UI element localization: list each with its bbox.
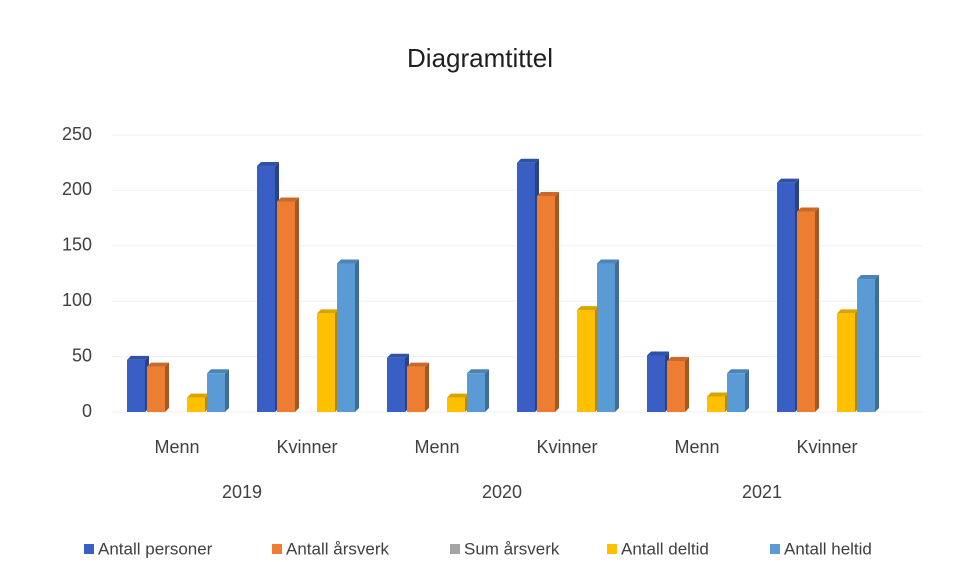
- bar-top: [517, 158, 539, 163]
- bar: [857, 279, 875, 412]
- bar-side: [355, 259, 359, 412]
- y-tick-label: 100: [62, 290, 92, 310]
- x-tick-label: Kvinner: [536, 437, 597, 457]
- bar: [727, 373, 745, 412]
- bar-top: [277, 197, 299, 202]
- legend-label: Antall heltid: [784, 539, 872, 558]
- bar-top: [727, 369, 749, 374]
- bar-top: [207, 369, 229, 374]
- y-tick-label: 150: [62, 235, 92, 255]
- x-tick-label: Menn: [154, 437, 199, 457]
- y-tick-label: 200: [62, 179, 92, 199]
- x-tick-label: Menn: [414, 437, 459, 457]
- bar: [147, 366, 165, 412]
- bar-top: [647, 351, 669, 356]
- bar: [837, 313, 855, 412]
- x-tick-label: Kvinner: [276, 437, 337, 457]
- bar-top: [147, 362, 169, 367]
- x-tick-label: Kvinner: [796, 437, 857, 457]
- bar-side: [615, 259, 619, 412]
- bar: [127, 359, 145, 412]
- bar-top: [127, 355, 149, 360]
- legend-swatch: [770, 544, 780, 554]
- bar: [797, 211, 815, 412]
- bar-top: [187, 393, 209, 398]
- legend-label: Antall personer: [98, 539, 213, 558]
- bar-top: [797, 207, 819, 212]
- bar-side: [425, 362, 429, 412]
- bar: [187, 397, 205, 412]
- bar: [707, 396, 725, 412]
- bar-top: [857, 275, 879, 280]
- bar-top: [577, 306, 599, 311]
- bar: [517, 162, 535, 412]
- legend-swatch: [272, 544, 282, 554]
- bar-top: [387, 353, 409, 358]
- legend-label: Antall årsverk: [286, 539, 389, 558]
- bar: [577, 310, 595, 412]
- bar-side: [815, 207, 819, 412]
- bar: [207, 373, 225, 412]
- bar-top: [597, 259, 619, 264]
- bar-top: [537, 191, 559, 196]
- bar: [597, 263, 615, 412]
- y-tick-label: 50: [72, 345, 92, 365]
- bar: [647, 355, 665, 412]
- bar-side: [485, 369, 489, 412]
- bar: [447, 397, 465, 412]
- bar-top: [257, 162, 279, 167]
- bar-side: [295, 197, 299, 412]
- bar-top: [707, 392, 729, 397]
- bar: [387, 357, 405, 412]
- bar: [467, 373, 485, 412]
- group-label: 2021: [742, 482, 782, 502]
- bar: [277, 201, 295, 412]
- bar-top: [837, 309, 859, 314]
- bar-top: [667, 357, 689, 362]
- bar-side: [165, 362, 169, 412]
- bar-top: [337, 259, 359, 264]
- legend-swatch: [450, 544, 460, 554]
- y-tick-label: 0: [82, 401, 92, 421]
- bar-top: [777, 178, 799, 183]
- bar-side: [225, 369, 229, 412]
- bar-top: [317, 309, 339, 314]
- bar-side: [555, 191, 559, 412]
- bar: [667, 361, 685, 412]
- bar-side: [875, 275, 879, 412]
- bar-top: [407, 362, 429, 367]
- bar-side: [685, 357, 689, 412]
- bar: [407, 366, 425, 412]
- y-tick-label: 250: [62, 124, 92, 144]
- x-tick-label: Menn: [674, 437, 719, 457]
- legend-label: Sum årsverk: [464, 539, 560, 558]
- legend-swatch: [607, 544, 617, 554]
- bar: [337, 263, 355, 412]
- bar-top: [467, 369, 489, 374]
- bar: [777, 182, 795, 412]
- group-label: 2019: [222, 482, 262, 502]
- legend-swatch: [84, 544, 94, 554]
- chart-title: Diagramtittel: [407, 43, 553, 73]
- group-label: 2020: [482, 482, 522, 502]
- bar-top: [447, 393, 469, 398]
- bar: [317, 313, 335, 412]
- legend-label: Antall deltid: [621, 539, 709, 558]
- bar: [257, 166, 275, 412]
- bar: [537, 195, 555, 412]
- bar-side: [745, 369, 749, 412]
